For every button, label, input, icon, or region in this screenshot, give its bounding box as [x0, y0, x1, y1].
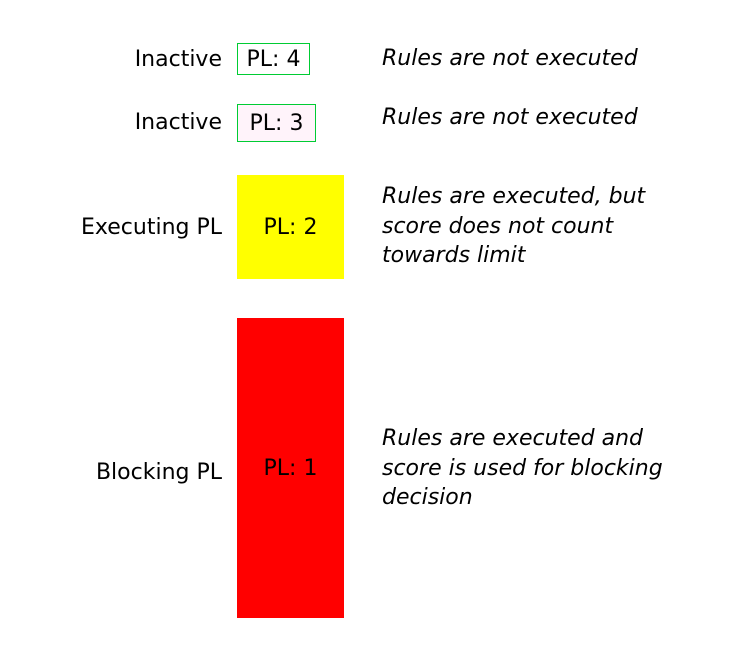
pl-box-pl2: PL: 2 — [237, 175, 344, 279]
left-label-pl3: Inactive — [20, 110, 222, 136]
pl-box-pl1: PL: 1 — [237, 318, 344, 618]
description-pl2: Rules are executed, but score does not c… — [382, 182, 682, 271]
pl-box-pl4: PL: 4 — [237, 43, 310, 75]
left-label-pl2: Executing PL — [20, 215, 222, 241]
pl-box-pl3: PL: 3 — [237, 104, 316, 142]
left-label-pl1: Blocking PL — [20, 460, 222, 486]
left-label-pl4: Inactive — [20, 47, 222, 73]
description-pl1: Rules are executed and score is used for… — [382, 424, 682, 513]
description-pl3: Rules are not executed — [382, 103, 638, 133]
paranoia-level-diagram: Inactive PL: 4 Rules are not executed In… — [0, 0, 743, 665]
description-pl4: Rules are not executed — [382, 44, 638, 74]
